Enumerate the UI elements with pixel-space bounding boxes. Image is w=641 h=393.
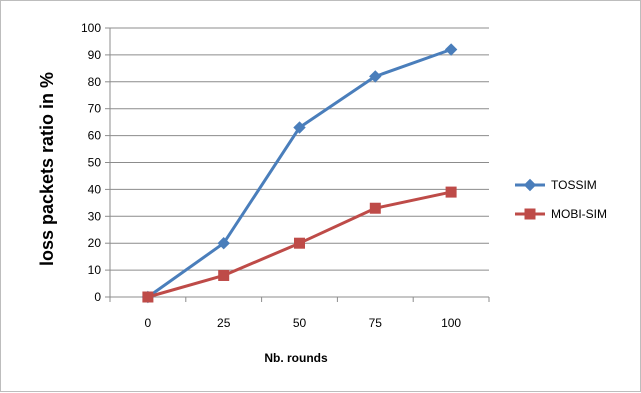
legend-label-tossim: TOSSIM xyxy=(551,178,597,192)
tossim-point xyxy=(369,70,382,83)
legend-marker-mobi-sim xyxy=(524,208,536,220)
mobi-sim-point xyxy=(142,291,154,303)
x-tick-label: 25 xyxy=(217,316,231,330)
y-tick-label: 70 xyxy=(88,102,102,116)
y-tick-label: 30 xyxy=(88,209,102,223)
gridlines xyxy=(110,27,489,271)
y-tick-labels: 0 10 20 30 40 50 60 70 80 90 100 xyxy=(81,21,101,304)
y-tick-label: 0 xyxy=(94,290,101,304)
x-tick-label: 100 xyxy=(441,316,461,330)
y-tick-label: 10 xyxy=(88,263,102,277)
tossim-point xyxy=(444,43,458,56)
legend: TOSSIM MOBI-SIM xyxy=(515,178,607,221)
axes xyxy=(105,27,490,302)
tossim-point xyxy=(293,121,306,134)
x-tick-label: 75 xyxy=(369,316,383,330)
series-lines xyxy=(147,48,452,299)
series-markers xyxy=(141,43,458,304)
y-tick-label: 90 xyxy=(88,48,102,62)
legend-marker-tossim xyxy=(523,178,537,192)
x-tick-labels: 0 25 50 75 100 xyxy=(145,316,462,330)
x-axis-title: Nb. rounds xyxy=(264,351,328,365)
x-tick-label: 50 xyxy=(293,316,307,330)
y-axis-title: loss packets ratio in % xyxy=(37,72,57,266)
tossim-line xyxy=(147,48,452,299)
tossim-point xyxy=(217,236,230,250)
mobi-sim-point xyxy=(294,237,305,249)
mobi-sim-point xyxy=(218,269,230,281)
y-tick-label: 40 xyxy=(88,182,102,196)
x-tick-label: 0 xyxy=(145,316,152,330)
mobi-sim-point xyxy=(445,186,457,198)
y-tick-label: 80 xyxy=(88,75,102,89)
y-tick-label: 20 xyxy=(88,236,102,250)
y-tick-label: 60 xyxy=(88,129,102,143)
y-tick-label: 100 xyxy=(81,21,101,35)
legend-label-mobi-sim: MOBI-SIM xyxy=(551,207,607,221)
y-tick-label: 50 xyxy=(88,156,102,170)
mobi-sim-point xyxy=(369,202,381,214)
